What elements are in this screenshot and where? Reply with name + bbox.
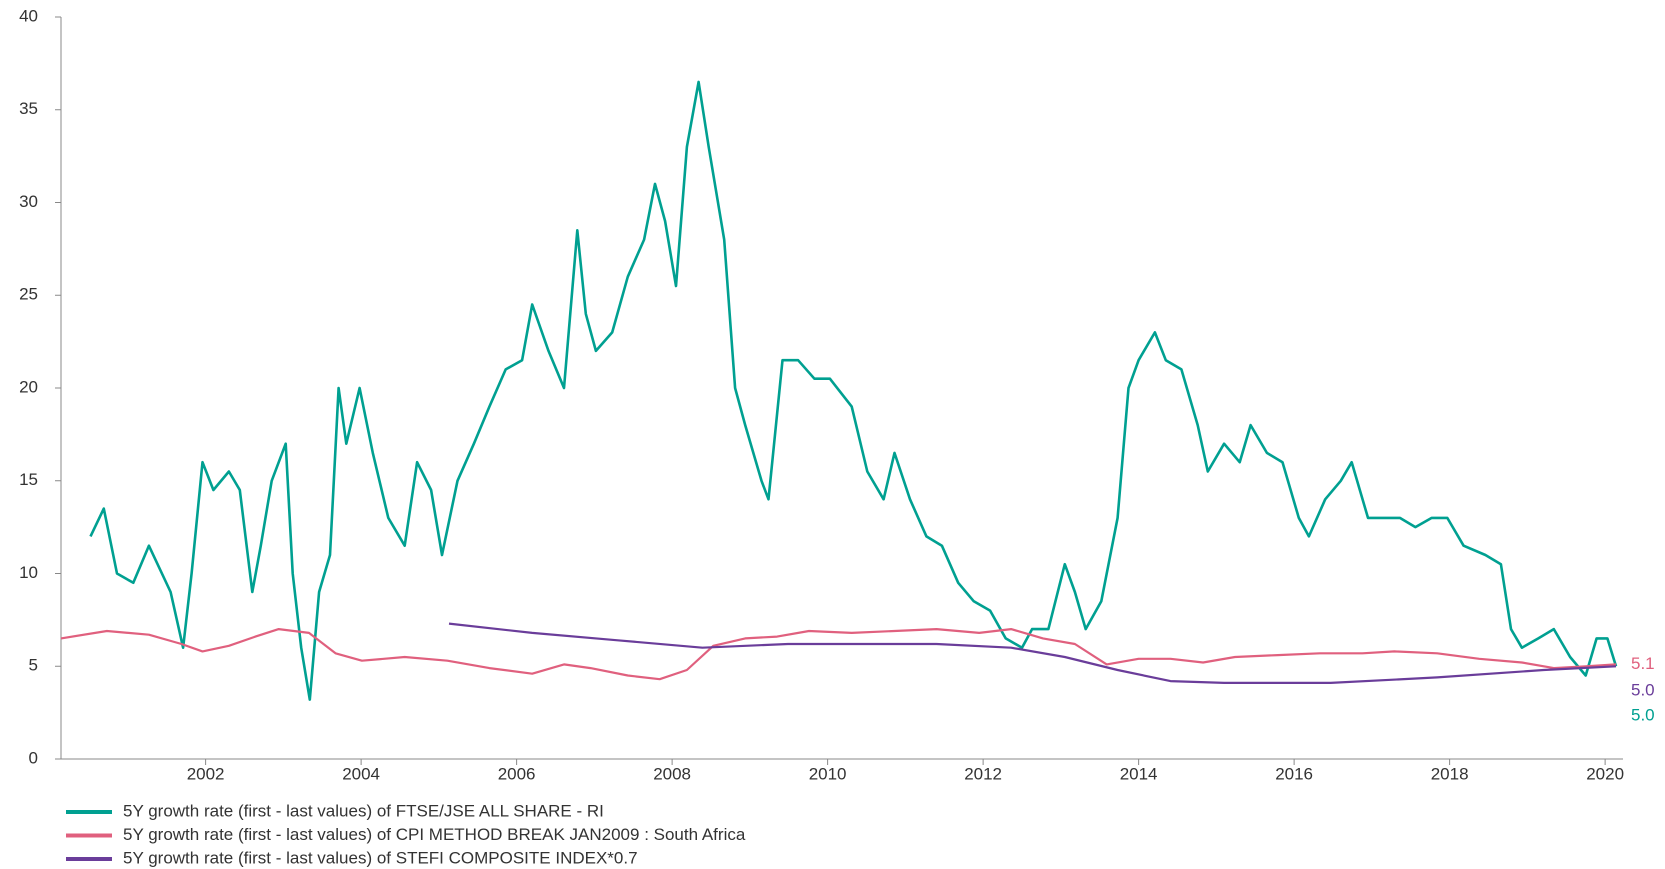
y-tick-label: 15 bbox=[19, 470, 38, 489]
x-tick-label: 2006 bbox=[498, 764, 536, 783]
legend-label: 5Y growth rate (first - last values) of … bbox=[123, 848, 638, 867]
y-tick-label: 35 bbox=[19, 99, 38, 118]
x-tick-label: 2016 bbox=[1275, 764, 1313, 783]
legend-label: 5Y growth rate (first - last values) of … bbox=[123, 825, 746, 844]
series-line bbox=[448, 622, 1617, 684]
y-tick-label: 30 bbox=[19, 192, 38, 211]
series-line bbox=[89, 80, 1618, 701]
legend-label: 5Y growth rate (first - last values) of … bbox=[123, 801, 604, 820]
x-tick-label: 2020 bbox=[1586, 764, 1624, 783]
x-tick-label: 2010 bbox=[809, 764, 847, 783]
x-tick-label: 2004 bbox=[342, 764, 380, 783]
y-tick-label: 40 bbox=[19, 6, 38, 25]
end-label: 5.0 bbox=[1631, 706, 1655, 725]
x-tick-label: 2014 bbox=[1120, 764, 1158, 783]
y-tick-label: 5 bbox=[29, 656, 38, 675]
y-tick-label: 25 bbox=[19, 285, 38, 304]
y-tick-label: 10 bbox=[19, 563, 38, 582]
x-tick-label: 2008 bbox=[653, 764, 691, 783]
end-label: 5.0 bbox=[1631, 681, 1655, 700]
x-tick-label: 2002 bbox=[187, 764, 225, 783]
y-tick-label: 20 bbox=[19, 377, 38, 396]
series-line bbox=[60, 628, 1617, 681]
end-label: 5.1 bbox=[1631, 654, 1655, 673]
y-tick-label: 0 bbox=[29, 748, 38, 767]
x-tick-label: 2012 bbox=[964, 764, 1002, 783]
x-tick-label: 2018 bbox=[1431, 764, 1469, 783]
